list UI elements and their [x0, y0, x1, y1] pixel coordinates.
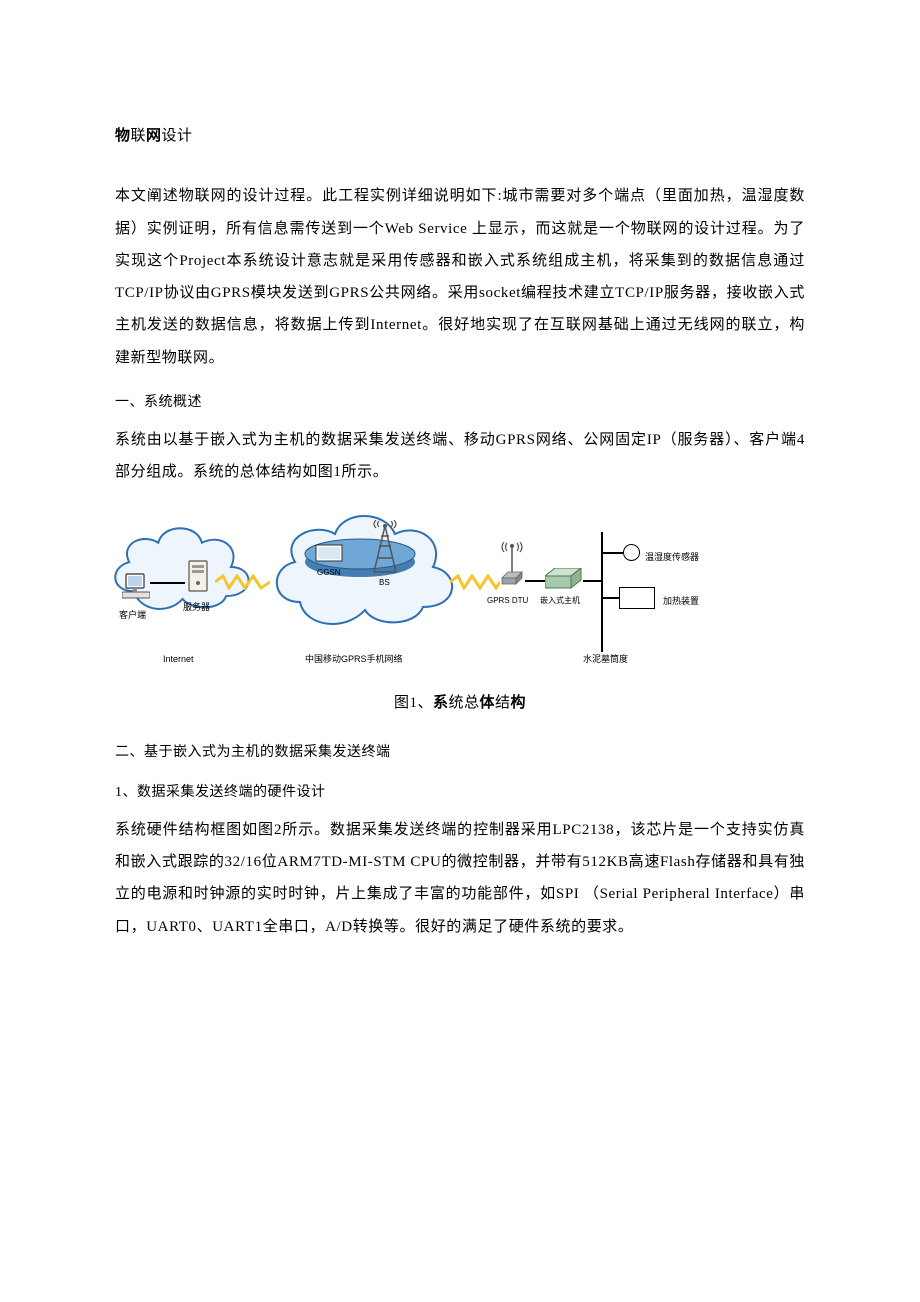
internet-label: Internet: [163, 650, 194, 669]
title-bold1: 物: [115, 128, 131, 144]
zig-2: [450, 570, 500, 586]
heater-box-icon: [619, 587, 655, 609]
gprs-cloud: [265, 502, 460, 637]
site-label: 水泥墓筒度: [583, 650, 628, 669]
bs-label: BS: [379, 574, 390, 591]
host-label: 嵌入式主机: [540, 592, 580, 609]
cap1-b3: 构: [511, 695, 527, 711]
dtu-label: GPRS DTU: [487, 592, 528, 609]
client-label: 客户端: [119, 606, 146, 625]
title-plain2: 设计: [162, 128, 193, 144]
heater-label: 加热装置: [663, 592, 699, 611]
sensor-circle-icon: [623, 544, 640, 561]
cap1-p2: 结: [495, 695, 511, 711]
gprs-net-label: 中国移动GPRS手机网络: [305, 650, 403, 669]
branch-top: [601, 552, 623, 554]
link-client-server: [150, 582, 185, 584]
section2-head: 二、基于嵌入式为主机的数据采集发送终端: [115, 738, 805, 768]
figure1-diagram: 客户端 服务器 Internet: [115, 502, 675, 677]
figure1-caption: 图1、系统总体结构: [115, 687, 805, 719]
intro-paragraph: 本文阐述物联网的设计过程。此工程实例详细说明如下:城市需要对多个端点（里面加热，…: [115, 180, 805, 374]
sensor-th-label: 温湿度传感器: [645, 548, 699, 567]
section1-body: 系统由以基于嵌入式为主机的数据采集发送终端、移动GPRS网络、公网固定IP（服务…: [115, 424, 805, 489]
link-dtu-host: [525, 580, 545, 582]
cap1-b1: 系: [433, 695, 449, 711]
link-host-bus: [583, 580, 601, 582]
server-label: 服务器: [183, 598, 210, 617]
cap1-p1: 统总: [448, 695, 479, 711]
title-plain1: 联: [131, 128, 147, 144]
page-title: 物联网设计: [115, 120, 805, 152]
document-page: 物联网设计 本文阐述物联网的设计过程。此工程实例详细说明如下:城市需要对多个端点…: [0, 0, 920, 1037]
section2-sub1: 1、数据采集发送终端的硬件设计: [115, 778, 805, 808]
section1-head: 一、系统概述: [115, 388, 805, 418]
ggsn-label: GGSN: [317, 564, 341, 581]
section2-body: 系统硬件结构框图如图2所示。数据采集发送终端的控制器采用LPC2138，该芯片是…: [115, 814, 805, 943]
sensor-bus: [601, 532, 603, 652]
title-bold2: 网: [146, 128, 162, 144]
cap1-b2: 体: [480, 695, 496, 711]
branch-bottom: [601, 597, 619, 599]
zig-1: [215, 570, 270, 586]
cap1-pre: 图1、: [394, 695, 433, 711]
